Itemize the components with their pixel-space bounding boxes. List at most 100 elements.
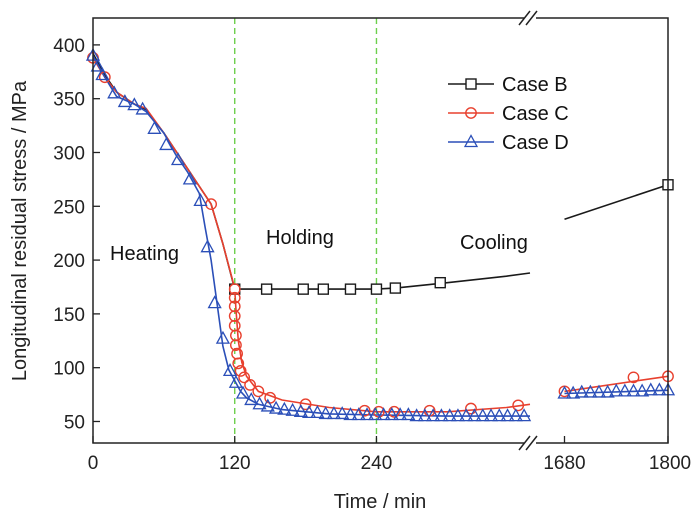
series-marker-case-d-39: [417, 408, 432, 422]
series-marker-case-d-41: [434, 408, 449, 422]
phase-label-cooling: Cooling: [460, 232, 528, 254]
series-marker-case-d-40: [426, 408, 441, 422]
series-marker-case-c-11: [232, 357, 245, 370]
y-tick-label: 250: [53, 197, 85, 218]
series-marker-case-d-44: [459, 408, 474, 422]
axis-ticks: 50 100 150 200 250 300 350 400 0 120 240 1680 1800: [53, 36, 691, 474]
series-lines: [92, 53, 669, 417]
series-marker-case-c-9: [230, 339, 242, 351]
phase-label-holding: Holding: [266, 227, 334, 249]
series-marker-case-c-22: [465, 402, 477, 415]
x-axis-title: Time / min: [334, 491, 427, 513]
series-marker-case-d-53: [566, 385, 581, 399]
series-marker-case-b-3: [317, 283, 330, 295]
series-marker-case-c-8: [230, 329, 242, 342]
series-marker-case-d-49: [500, 408, 515, 422]
y-tick-label: 50: [64, 412, 85, 433]
series-marker-case-d-62: [643, 382, 658, 396]
axis-break-slash-bottom-1: [525, 435, 538, 451]
series-marker-case-b-6: [389, 282, 402, 294]
series-line-case-d-right: [564, 389, 669, 395]
x-tick-label: 0: [88, 453, 99, 474]
y-tick-label: 350: [53, 90, 85, 111]
y-tick-label: 100: [53, 359, 85, 380]
series-marker-case-d-6: [135, 101, 150, 115]
series-marker-case-d-59: [617, 383, 632, 397]
axis-break-slash-top-1: [525, 10, 538, 26]
series-marker-case-d-47: [483, 408, 499, 422]
series-marker-case-d-24: [293, 403, 308, 417]
series-marker-case-d-26: [310, 405, 325, 419]
series-marker-case-d-42: [442, 408, 457, 422]
y-tick-label: 200: [53, 251, 85, 272]
phase-label-heating: Heating: [110, 243, 179, 265]
legend-marker-case-c: [465, 107, 477, 119]
series-marker-case-d-51: [516, 408, 532, 422]
series-marker-case-d-48: [492, 408, 507, 422]
series-marker-case-d-57: [600, 384, 615, 398]
series-marker-case-c-13: [238, 371, 251, 384]
series-marker-case-d-63: [652, 382, 667, 396]
y-tick-label: 150: [53, 305, 85, 326]
series-marker-case-c-12: [234, 365, 247, 377]
series-marker-case-c-20: [388, 405, 401, 418]
series-marker-case-d-18: [244, 392, 259, 406]
x-tick-label: 240: [361, 453, 393, 474]
series-line-case-b-right: [564, 184, 669, 220]
series-marker-case-c-5: [228, 300, 241, 313]
y-tick-label: 300: [53, 143, 85, 164]
series-marker-case-d-33: [368, 407, 383, 421]
series-marker-case-d-46: [475, 408, 490, 422]
series-marker-case-b-5: [370, 283, 383, 295]
series-marker-case-d-31: [351, 407, 366, 421]
series-marker-case-d-29: [335, 406, 350, 420]
series-marker-case-d-10: [182, 171, 197, 185]
series-marker-case-d-3: [107, 85, 122, 99]
series-marker-case-d-58: [609, 383, 624, 397]
series-marker-case-d-12: [200, 239, 215, 253]
legend-label-case-d: Case D: [502, 132, 569, 154]
series-marker-case-c-4: [228, 291, 241, 304]
axis-break-slash-bottom-0: [518, 435, 531, 451]
series-marker-case-c-6: [228, 310, 241, 322]
series-marker-case-d-20: [260, 398, 275, 412]
series-marker-case-d-8: [159, 137, 174, 151]
x-tick-label: 1680: [543, 453, 585, 474]
series-marker-case-c-14: [244, 378, 256, 391]
series-marker-case-d-38: [409, 408, 424, 422]
legend-label-case-b: Case B: [502, 74, 568, 96]
series-marker-case-d-13: [207, 295, 222, 309]
series-marker-case-c-25: [627, 371, 640, 384]
series-marker-case-b-4: [344, 283, 357, 295]
series-markers: [85, 47, 676, 422]
series-marker-case-d-5: [127, 97, 142, 111]
legend-label-case-c: Case C: [502, 103, 569, 125]
series-marker-case-d-23: [285, 402, 300, 416]
y-axis-title: Longitudinal residual stress / MPa: [9, 80, 31, 381]
legend-marker-case-b: [465, 78, 477, 90]
series-marker-case-d-32: [359, 407, 375, 421]
series-marker-case-d-25: [302, 405, 317, 419]
series-marker-case-b-2: [297, 283, 309, 295]
axis-break-marks: [518, 10, 538, 451]
series-marker-case-d-15: [222, 363, 238, 377]
series-marker-case-b-7: [434, 276, 446, 289]
series-marker-case-c-3: [228, 283, 241, 296]
series-marker-case-d-21: [268, 400, 284, 414]
series-marker-case-c-23: [512, 399, 525, 412]
y-tick-label: 400: [53, 36, 85, 57]
x-tick-label: 1800: [649, 453, 691, 474]
series-marker-case-d-45: [467, 408, 482, 422]
legend: Case B Case C Case D: [448, 74, 569, 154]
x-tick-label: 120: [219, 453, 251, 474]
legend-marker-case-d: [463, 134, 479, 148]
series-marker-case-d-37: [401, 407, 416, 421]
axis-break-slash-top-0: [518, 10, 531, 26]
series-marker-case-d-11: [193, 193, 208, 207]
series-marker-case-d-56: [591, 384, 607, 398]
series-marker-case-d-36: [392, 407, 408, 421]
series-marker-case-d-22: [277, 401, 292, 415]
series-marker-case-d-16: [228, 374, 244, 388]
series-marker-case-d-35: [384, 407, 399, 421]
